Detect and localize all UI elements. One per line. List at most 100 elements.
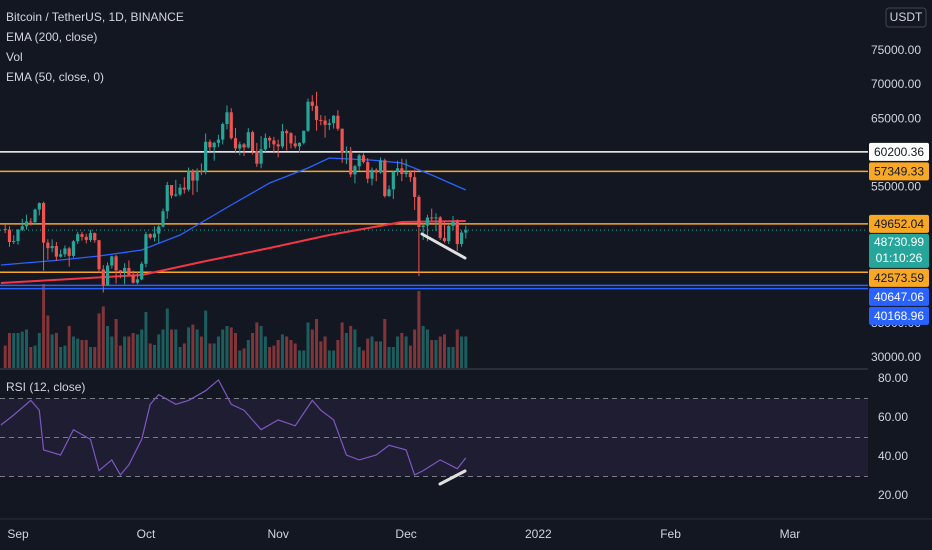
candle-body <box>144 234 148 264</box>
y-tick-label: 30000.00 <box>871 350 921 364</box>
volume-bar <box>323 336 327 368</box>
volume-bar <box>101 306 105 368</box>
candle-body <box>93 233 97 241</box>
rsi-tick-label: 40.00 <box>878 449 908 463</box>
level-label: 49652.04 <box>874 217 924 231</box>
volume-bar <box>383 319 387 368</box>
candle-body <box>391 171 395 190</box>
volume-bar <box>315 319 319 368</box>
x-tick-label: Nov <box>267 527 288 541</box>
volume-bar <box>135 334 139 368</box>
candle-body <box>323 120 327 125</box>
candle-body <box>366 162 370 179</box>
volume-bar <box>306 322 310 368</box>
volume-bar <box>293 343 297 368</box>
candle-body <box>238 144 242 149</box>
candle-body <box>97 240 101 270</box>
countdown-label: 01:10:26 <box>876 251 923 265</box>
volume-bar <box>204 310 208 368</box>
x-tick-label: Mar <box>780 527 801 541</box>
volume-bar <box>246 340 250 368</box>
level-label: 40647.06 <box>874 290 924 304</box>
candle-body <box>306 101 310 131</box>
volume-bar <box>268 347 272 368</box>
candle-body <box>127 267 131 275</box>
candle-body <box>242 144 246 148</box>
candle-body <box>387 189 391 197</box>
volume-bar <box>263 336 267 368</box>
candle-body <box>268 137 272 141</box>
volume-bar <box>421 326 425 368</box>
currency-badge[interactable] <box>885 7 927 28</box>
candle-body <box>297 142 302 147</box>
volume-bar <box>42 284 46 368</box>
volume-bar <box>297 350 301 368</box>
rsi-legend: RSI (12, close) <box>6 380 85 394</box>
volume-bar <box>302 350 306 368</box>
candle-body <box>259 149 263 164</box>
candle-body <box>7 229 12 243</box>
volume-bar <box>234 333 238 368</box>
x-tick-label: Oct <box>137 527 156 541</box>
y-tick-label: 75000.00 <box>871 43 921 57</box>
volume-bar <box>255 322 259 368</box>
levels-layer <box>0 151 868 290</box>
volume-bar <box>442 334 446 368</box>
candle-body <box>272 140 276 145</box>
volume-bar <box>225 326 229 368</box>
candle-body <box>280 131 285 147</box>
candle-body <box>195 171 199 181</box>
candle-body <box>455 220 459 245</box>
candle-body <box>67 248 71 256</box>
rsi-tick-label: 60.00 <box>878 410 908 424</box>
candle-body <box>212 142 216 148</box>
volume-bar <box>80 340 84 368</box>
candle-body <box>447 225 451 242</box>
volume-bar <box>400 333 404 368</box>
volume-bar <box>50 334 54 368</box>
rsi-line <box>0 378 467 476</box>
candle-body <box>59 254 63 257</box>
volume-bar <box>161 329 165 368</box>
candle-body <box>400 168 404 175</box>
volume-bar <box>7 333 11 368</box>
axis-layer: 30000.0035000.0055000.0065000.0070000.00… <box>7 43 929 541</box>
candle-body <box>161 211 165 227</box>
volume-bar <box>16 333 20 368</box>
volume-bar <box>357 347 361 368</box>
trendline <box>420 232 467 260</box>
candle-body <box>101 269 105 285</box>
candle-body <box>50 246 54 249</box>
volume-bar <box>221 329 225 368</box>
candle-body <box>135 279 140 283</box>
candle-body <box>383 160 387 197</box>
volume-bar <box>110 336 114 368</box>
legend-entry: Vol <box>6 50 23 64</box>
candle-body <box>71 241 76 256</box>
candle-body <box>186 170 191 190</box>
volume-bar <box>191 324 195 368</box>
y-tick-label: 70000.00 <box>871 77 921 91</box>
candle-body <box>404 172 408 175</box>
candle-body <box>332 115 336 124</box>
candle-body <box>12 240 16 243</box>
volume-bar <box>199 336 203 368</box>
rsi-tick-label: 20.00 <box>878 488 908 502</box>
volume-bar <box>131 333 135 368</box>
volume-bar <box>3 345 7 368</box>
volume-bar <box>332 350 336 368</box>
level-label-box <box>869 268 929 287</box>
candle-body <box>157 226 161 234</box>
candle-body <box>3 229 7 231</box>
candle-body <box>413 177 417 197</box>
candle-body <box>293 143 297 147</box>
candle-body <box>204 141 208 172</box>
volume-bar <box>37 333 41 368</box>
volume-bar <box>361 350 365 368</box>
volume-bar <box>178 347 182 368</box>
candle-body <box>421 225 425 227</box>
candle-body <box>174 194 178 196</box>
candle-body <box>336 115 340 129</box>
candle-body <box>105 265 110 285</box>
